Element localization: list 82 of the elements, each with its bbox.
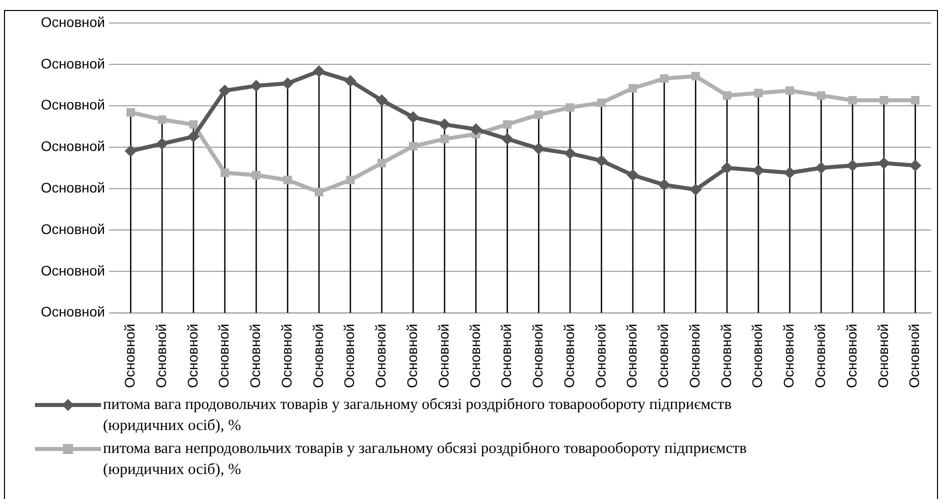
text: Основной [40,179,105,196]
point [470,123,482,136]
point [534,110,543,120]
point [626,169,639,182]
x-tick-label: Основной [686,324,702,388]
x-tick-label: Основной [247,324,264,388]
x-tick-label: Основной [530,324,546,388]
x-tick-label: Основной [655,324,672,388]
point [250,80,262,92]
x-tick-label: Основной [498,324,514,388]
point [816,91,826,100]
point [407,111,420,124]
legend-label: питома вага непродовольчих товарів у загальному обсязі роздрібного товарообороту підприємств (юридичних осіб), % [103,439,748,480]
point [691,72,700,80]
point [189,120,198,129]
point [282,77,294,90]
point [344,74,356,87]
x-tick-label: Основной [843,324,860,388]
point [754,88,763,98]
point [252,170,260,180]
point [909,159,922,172]
x-tick-label: Основной [624,324,640,388]
point [532,142,545,155]
point [628,84,638,92]
x-tick-label: Основной [718,324,734,388]
x-tick-label: Основной [435,324,452,388]
x-tick-label: Основной [341,324,358,388]
x-tick-label: Основной [122,324,138,388]
text: Основной [40,96,105,113]
x-tick-label: Основной [278,324,294,388]
point [376,94,388,106]
x-tick-label: Основной [466,324,483,388]
point [848,96,857,105]
point [158,115,166,124]
text: Основной [40,304,105,320]
x-tick-label: Основной [310,324,326,388]
x-tick-label: Основной [906,324,922,388]
x-tick-label: Основной [749,324,766,388]
text: Основной [40,262,105,278]
point [566,103,574,112]
x-tick-label: Основной [592,324,608,388]
point [346,176,355,184]
x-tick-label: Основной [404,324,420,388]
point [218,84,231,97]
x-tick-label: Основной [184,324,200,388]
point [564,147,576,160]
point [187,130,200,143]
point [660,74,668,83]
x-tick-label: Основной [216,324,232,388]
point [658,178,670,191]
point [314,188,324,196]
point [408,142,418,150]
x-tick-label: Основной [152,324,169,388]
x-tick-label: Основной [372,324,389,388]
text: Основной [40,14,105,30]
text: Основной [40,220,105,237]
point [440,134,449,144]
point [220,168,230,177]
point [911,96,920,105]
text: Основной [40,55,105,72]
point [595,154,608,167]
x-tick-label: Основной [874,324,891,388]
x-tick-label: Основной [560,324,577,388]
x-tick-label: Основной [812,324,828,388]
point [784,166,796,179]
text: Основной [40,138,105,154]
point [124,145,137,158]
point [786,86,794,95]
point [597,98,606,107]
point [503,120,512,129]
point [378,158,386,168]
point [438,118,451,130]
point [880,96,888,105]
point [501,132,514,145]
point [126,108,135,117]
point [156,138,168,150]
point [722,91,732,100]
x-tick-label: Основной [780,324,797,388]
point [690,184,702,196]
point [283,176,292,184]
point [721,162,733,174]
point [313,65,325,78]
